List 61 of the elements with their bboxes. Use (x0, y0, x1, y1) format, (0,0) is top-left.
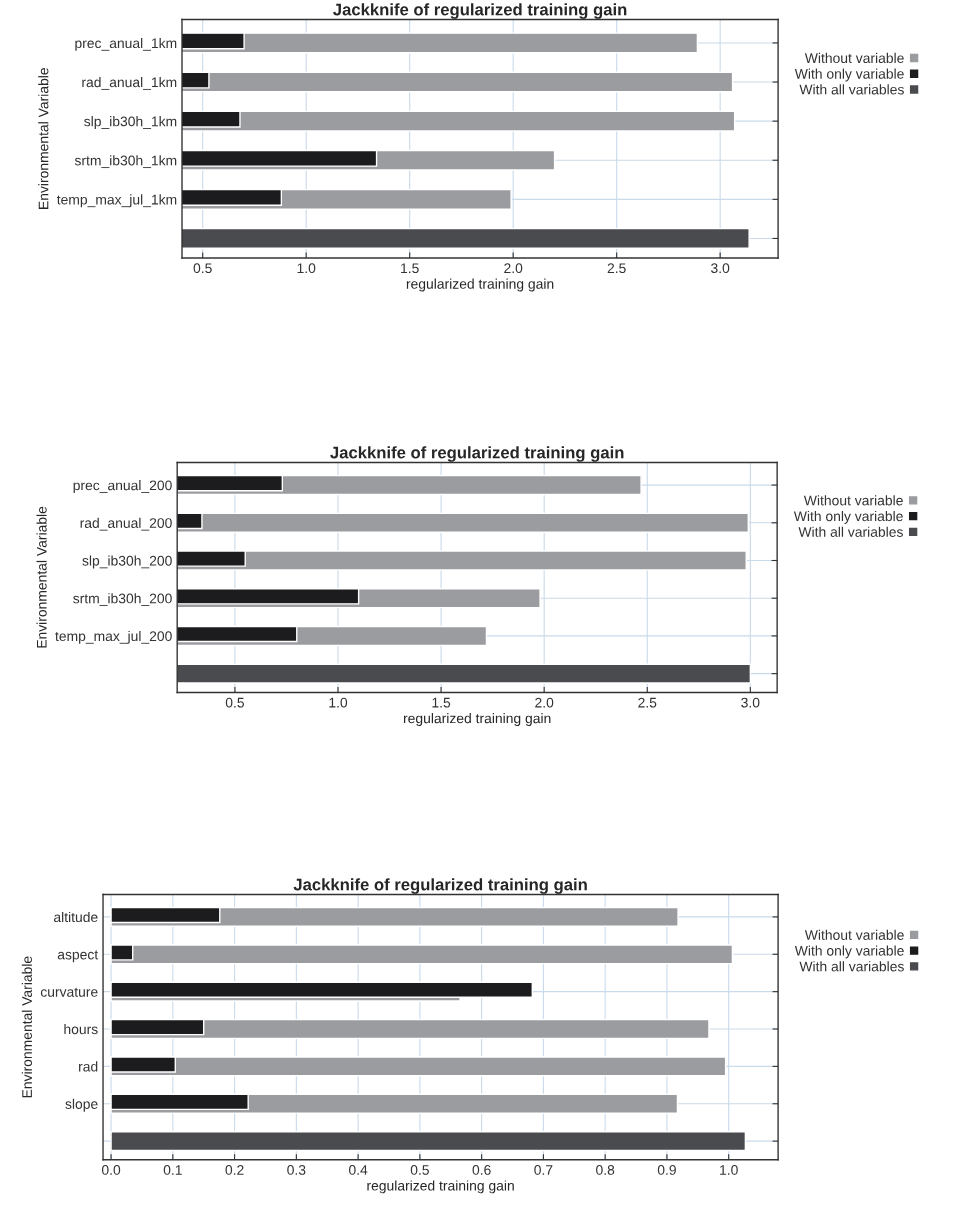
y-tick-label: slope (65, 1098, 98, 1112)
x-tick-label: 1.5 (432, 697, 451, 708)
y-tick-label: slp_ib30h_200 (82, 555, 172, 569)
y-tick-label: prec_anual_1km (75, 37, 177, 51)
y-tick-label: hours (64, 1023, 98, 1035)
chart-title: Jackknife of regularized training gain (333, 3, 627, 19)
x-tick-label: 0.4 (349, 1165, 368, 1175)
bar (110, 981, 533, 998)
x-tick-label: 0.9 (657, 1165, 676, 1175)
x-tick-label: 2.0 (504, 263, 523, 274)
x-tick-label: 0.5 (225, 697, 244, 708)
legend-label: With only variable (793, 510, 903, 524)
x-axis-title: regularized training gain (406, 278, 554, 292)
x-tick-label: 2.0 (535, 697, 554, 708)
x-tick-label: 0.7 (534, 1165, 553, 1175)
y-tick-label: slp_ib30h_1km (84, 116, 177, 130)
legend-label: With only variable (794, 68, 904, 82)
y-tick-label: rad (79, 1061, 98, 1072)
legend-label: With all variables (799, 84, 904, 95)
x-tick-label: 2.5 (638, 697, 657, 708)
y-tick-label: rad_anual_200 (80, 517, 172, 531)
x-axis-title: regularized training gain (403, 713, 551, 727)
legend-label: With only variable (794, 945, 904, 959)
x-tick-label: 1.0 (297, 263, 316, 274)
bar (110, 944, 734, 965)
y-tick-label: temp_max_jul_200 (55, 630, 172, 644)
x-tick-label: 2.5 (607, 263, 626, 274)
legend-label: Without variable (803, 495, 903, 506)
chart-title: Jackknife of regularized training gain (330, 446, 624, 462)
x-tick-label: 0.3 (287, 1165, 306, 1175)
bar (110, 1131, 747, 1152)
x-tick-label: 1.0 (329, 697, 348, 708)
y-axis-title: Environmental Variable (38, 68, 49, 209)
x-tick-label: 0.5 (193, 263, 212, 274)
x-tick-label: 3.0 (741, 697, 760, 708)
x-tick-label: 0.2 (225, 1165, 244, 1175)
y-tick-label: srtm_ib30h_1km (74, 155, 177, 169)
y-axis-title: Environmental Variable (36, 506, 47, 648)
y-tick-label: prec_anual_200 (73, 480, 172, 493)
x-tick-label: 0.0 (101, 1165, 121, 1175)
legend-label: Without variable (804, 929, 904, 940)
y-tick-label: altitude (53, 911, 98, 923)
chart-title: Jackknife of regularized training gain (293, 878, 587, 894)
x-tick-label: 3.0 (711, 263, 730, 274)
y-tick-label: temp_max_jul_1km (56, 194, 177, 208)
y-tick-label: rad_anual_1km (82, 77, 177, 90)
y-tick-label: srtm_ib30h_200 (73, 593, 172, 606)
legend-label: Without variable (804, 52, 904, 64)
legend-label: With all variables (798, 526, 903, 537)
x-axis-title: regularized training gain (367, 1180, 514, 1194)
x-tick-label: 0.1 (163, 1165, 182, 1175)
y-axis-title: Environmental Variable (21, 956, 32, 1098)
x-tick-label: 0.6 (472, 1165, 491, 1175)
x-tick-label: 1.0 (720, 1165, 738, 1175)
bar (110, 1056, 727, 1077)
y-tick-label: aspect (57, 950, 99, 963)
x-tick-label: 0.5 (410, 1165, 429, 1175)
x-tick-label: 1.5 (401, 263, 419, 274)
x-tick-label: 0.8 (596, 1165, 615, 1175)
legend-label: With all variables (799, 961, 904, 972)
y-tick-label: curvature (40, 987, 98, 997)
